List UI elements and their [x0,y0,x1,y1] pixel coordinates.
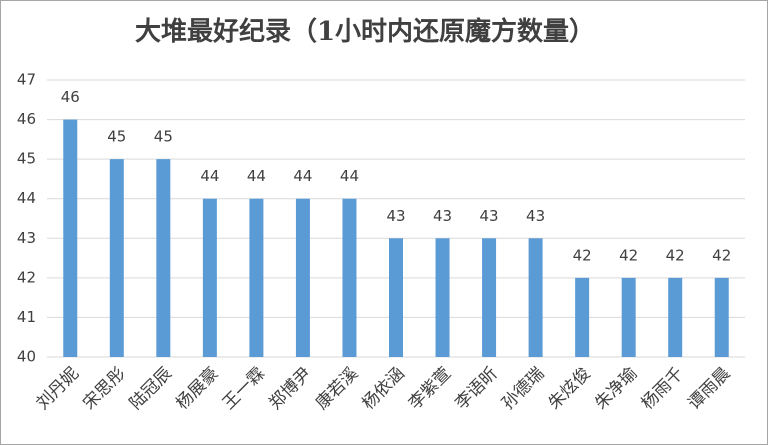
y-tick-label: 43 [17,229,36,247]
data-label: 43 [386,207,405,225]
y-tick-label: 45 [17,150,36,168]
data-label: 42 [712,246,731,264]
data-label: 44 [200,167,219,185]
data-label: 43 [526,207,545,225]
y-tick-label: 42 [17,268,36,286]
bar [389,238,403,357]
data-label: 43 [433,207,452,225]
bar [668,277,683,357]
bar [342,198,357,357]
bar [482,238,497,357]
bar [528,238,543,357]
chart-title: 大堆最好纪录（1小时内还原魔方数量） [135,16,595,47]
data-label: 45 [107,128,126,146]
bar [575,277,590,357]
data-label: 43 [480,207,499,225]
bar [202,198,217,357]
data-label: 44 [247,167,266,185]
bar [435,238,450,357]
bar [109,159,124,357]
bar [714,277,729,357]
data-label: 42 [619,246,638,264]
data-label: 45 [154,128,173,146]
y-tick-label: 40 [17,348,36,366]
y-tick-label: 41 [17,308,36,326]
bar [249,198,264,357]
data-label: 42 [666,246,685,264]
y-tick-label: 46 [17,110,36,128]
bar [156,159,171,357]
y-tick-label: 47 [17,71,36,89]
bar [295,198,310,357]
data-label: 44 [340,167,359,185]
bar [63,119,78,357]
data-label: 44 [293,167,312,185]
data-label: 46 [61,88,80,106]
bar [621,277,636,357]
y-tick-label: 44 [17,189,36,207]
data-label: 42 [573,246,592,264]
